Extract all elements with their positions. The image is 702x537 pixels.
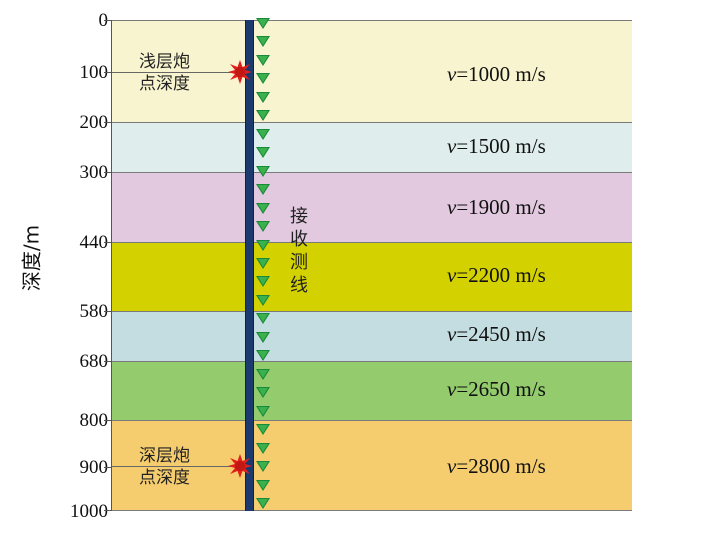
layer-3 [112,172,632,242]
velocity-label-4: v=2200 m/s [447,263,546,287]
receiver-line-char: 收 [290,229,308,250]
receiver-triangle-icon [256,461,270,473]
receiver-triangle-icon [256,36,270,48]
receiver-triangle-icon [256,221,270,233]
receiver-triangle-icon [256,91,270,103]
depth-tick [104,20,112,21]
borehole [245,20,254,511]
receiver-triangle-icon [256,331,270,343]
deep-shot-label-line2: 点深度 [139,468,190,488]
receiver-triangle-icon [256,479,270,491]
depth-tick-label: 300 [79,162,109,183]
depth-tick-label: 100 [79,62,109,83]
receiver-triangle-icon [256,54,270,66]
depth-tick [104,172,112,173]
y-axis-label: 深度/m [19,224,44,292]
receiver-triangle-icon [256,202,270,214]
receiver-line-char: 线 [290,275,308,296]
receiver-triangle-icon [256,387,270,399]
deep-shot-star-icon [228,454,252,478]
receiver-triangle-icon [256,258,270,269]
shallow-shot-label-line2: 点深度 [139,74,190,94]
receiver-triangle-icon [256,368,270,380]
depth-tick [104,122,112,123]
depth-axis-line [111,20,112,511]
velocity-label-3: v=1900 m/s [447,195,546,219]
layer-5 [112,311,632,361]
layer-6 [112,361,632,420]
receiver-triangle-icon [256,350,270,362]
depth-tick-label: 900 [79,457,109,478]
receiver-triangle-icon [256,442,270,454]
shallow-shot-label-line1: 浅层炮 [139,52,190,72]
layer-7 [112,420,632,511]
layer-1 [112,20,632,122]
depth-tick [104,510,112,511]
receiver-triangle-icon [256,128,270,140]
depth-tick-label: 200 [79,112,109,133]
receiver-line-char: 接 [290,206,308,227]
shallow-shot-leader-line [112,72,232,73]
velocity-label-6: v=2650 m/s [447,377,546,401]
shallow-shot-star-icon [228,60,252,84]
depth-tick-label: 0 [99,11,109,30]
layer-4 [112,242,632,311]
receiver-triangle-icon [256,184,270,196]
receiver-triangle-icon [256,110,270,122]
receiver-line-char: 测 [290,252,308,273]
depth-tick [104,361,112,362]
deep-shot-label: 深层炮 点深度 [139,445,190,489]
velocity-label-1: v=1000 m/s [447,62,546,86]
receiver-triangle-icon [256,498,270,509]
receiver-triangle-icon [256,276,270,288]
receiver-triangle-icon [256,73,270,85]
depth-tick [104,242,112,243]
depth-tick-label: 580 [79,301,109,322]
depth-tick-label: 680 [79,351,109,372]
depth-tick [104,420,112,421]
velocity-label-2: v=1500 m/s [447,134,546,158]
receiver-triangle-icon [256,239,270,251]
receiver-triangle-icon [256,165,270,177]
deep-shot-label-line1: 深层炮 [139,446,190,466]
depth-tick [104,467,112,468]
receiver-triangle-icon [256,147,270,159]
velocity-label-7: v=2800 m/s [447,454,546,478]
receiver-triangle-icon [256,405,270,417]
depth-tick-label: 1000 [70,501,108,522]
receiver-triangle-icon [256,294,270,306]
velocity-label-5: v=2450 m/s [447,322,546,346]
layer-2 [112,122,632,172]
depth-tick [104,311,112,312]
depth-tick [104,72,112,73]
depth-tick-label: 440 [79,232,109,253]
deep-shot-leader-line [112,466,232,467]
receiver-triangle-icon [256,18,270,29]
receiver-triangle-icon [256,313,270,325]
shallow-shot-label: 浅层炮 点深度 [139,51,190,95]
receiver-triangle-icon [256,424,270,436]
depth-tick-label: 800 [79,410,109,431]
receiver-line-label: 接 收 测 线 [288,205,310,297]
